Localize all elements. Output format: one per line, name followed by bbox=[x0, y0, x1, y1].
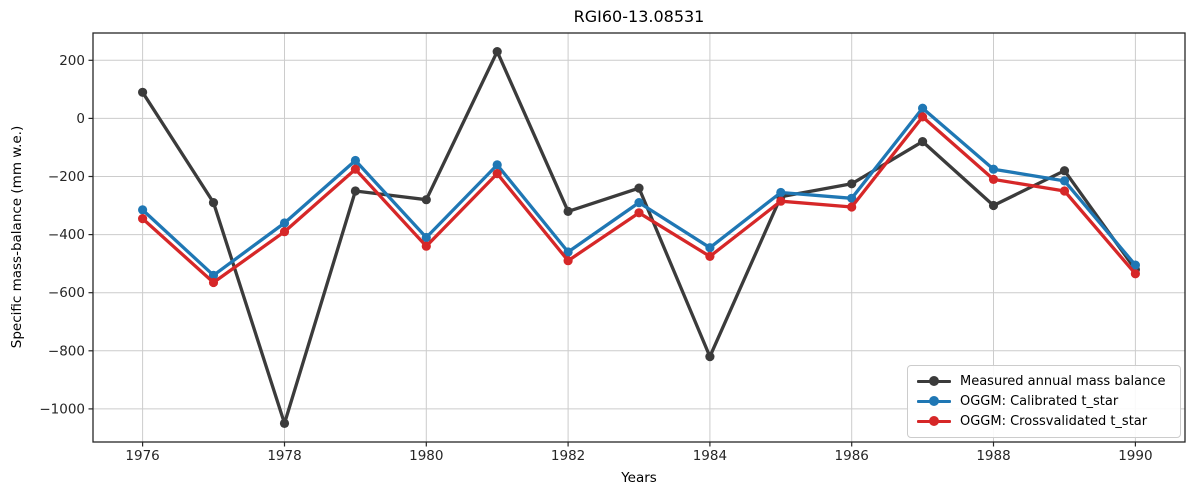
chart-title: RGI60-13.08531 bbox=[573, 7, 705, 26]
svg-text:−200: −200 bbox=[48, 169, 85, 185]
x-axis-label: Years bbox=[621, 470, 657, 486]
legend-line-marker-icon bbox=[917, 396, 951, 407]
svg-text:−1000: −1000 bbox=[39, 401, 85, 417]
svg-text:−800: −800 bbox=[48, 343, 85, 359]
svg-text:0: 0 bbox=[76, 111, 85, 127]
legend-item-crossvalidated: OGGM: Crossvalidated t_star bbox=[917, 412, 1170, 431]
svg-text:−400: −400 bbox=[48, 227, 85, 243]
legend: Measured annual mass balance OGGM: Calib… bbox=[907, 365, 1181, 438]
svg-text:1976: 1976 bbox=[125, 448, 159, 464]
svg-text:1986: 1986 bbox=[835, 448, 869, 464]
legend-label: OGGM: Calibrated t_star bbox=[960, 394, 1119, 409]
legend-label: OGGM: Crossvalidated t_star bbox=[960, 414, 1148, 429]
svg-text:1980: 1980 bbox=[409, 448, 443, 464]
legend-item-measured: Measured annual mass balance bbox=[917, 372, 1170, 391]
svg-text:1984: 1984 bbox=[693, 448, 727, 464]
legend-label: Measured annual mass balance bbox=[960, 374, 1166, 389]
svg-text:1982: 1982 bbox=[551, 448, 585, 464]
legend-item-calibrated: OGGM: Calibrated t_star bbox=[917, 392, 1170, 411]
svg-text:200: 200 bbox=[59, 53, 85, 69]
legend-line-marker-icon bbox=[917, 416, 951, 427]
svg-text:1990: 1990 bbox=[1118, 448, 1152, 464]
y-axis-label: Specific mass-balance (mm w.e.) bbox=[9, 125, 25, 349]
legend-line-marker-icon bbox=[917, 376, 951, 387]
svg-text:1978: 1978 bbox=[267, 448, 301, 464]
svg-text:−600: −600 bbox=[48, 285, 85, 301]
svg-text:1988: 1988 bbox=[976, 448, 1010, 464]
